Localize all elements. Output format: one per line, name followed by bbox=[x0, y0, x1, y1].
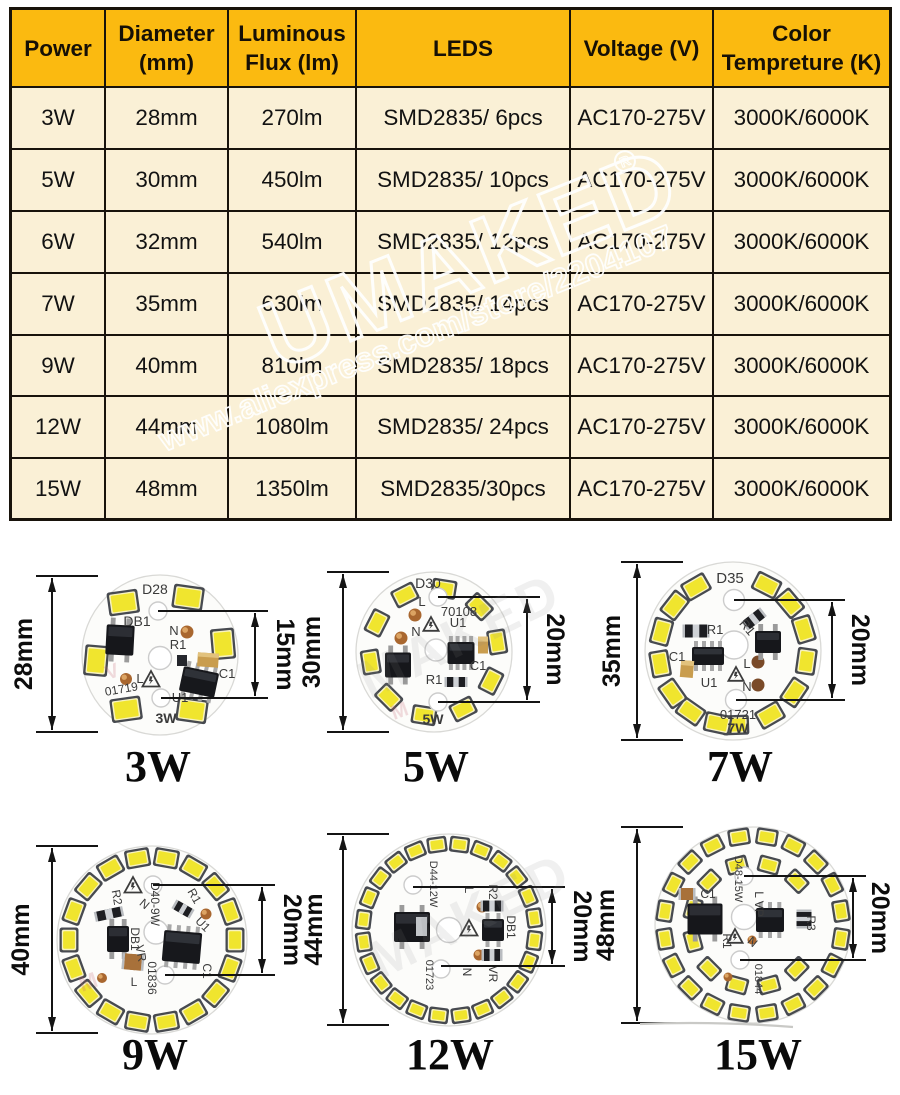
svg-text:D44-12W: D44-12W bbox=[427, 861, 439, 908]
svg-text:9W: 9W bbox=[122, 1030, 188, 1079]
svg-text:70108: 70108 bbox=[441, 604, 477, 619]
svg-text:R2: R2 bbox=[486, 884, 500, 900]
svg-text:U1: U1 bbox=[701, 675, 718, 690]
svg-text:VR: VR bbox=[486, 966, 500, 983]
svg-text:L: L bbox=[131, 975, 138, 989]
svg-text:20mm: 20mm bbox=[866, 882, 894, 954]
svg-text:L: L bbox=[743, 656, 750, 671]
svg-text:5W: 5W bbox=[403, 742, 469, 791]
svg-text:C1: C1 bbox=[200, 963, 214, 979]
svg-text:20mm: 20mm bbox=[568, 890, 596, 962]
svg-text:01844: 01844 bbox=[752, 964, 764, 995]
svg-text:15W: 15W bbox=[714, 1030, 802, 1079]
svg-text:R1: R1 bbox=[185, 886, 205, 907]
svg-text:7W: 7W bbox=[728, 720, 750, 736]
svg-text:R1: R1 bbox=[426, 672, 443, 687]
svg-text:01723: 01723 bbox=[423, 960, 435, 991]
svg-text:N: N bbox=[169, 623, 178, 638]
svg-text:D35: D35 bbox=[716, 570, 744, 587]
svg-text:01721: 01721 bbox=[720, 707, 756, 722]
svg-text:D30: D30 bbox=[415, 575, 441, 591]
svg-text:R1: R1 bbox=[707, 622, 724, 637]
svg-text:DB1: DB1 bbox=[128, 927, 142, 951]
svg-text:C1: C1 bbox=[700, 887, 716, 901]
svg-text:40mm: 40mm bbox=[7, 903, 35, 975]
svg-text:N: N bbox=[742, 679, 751, 694]
svg-text:DB1: DB1 bbox=[123, 613, 150, 629]
svg-text:N: N bbox=[411, 624, 420, 639]
svg-text:R2: R2 bbox=[109, 889, 126, 907]
svg-text:12W: 12W bbox=[406, 1030, 494, 1079]
svg-text:D28: D28 bbox=[142, 581, 168, 597]
svg-text:20mm: 20mm bbox=[846, 614, 874, 686]
svg-text:D40-9W: D40-9W bbox=[148, 882, 162, 927]
svg-text:L: L bbox=[462, 887, 476, 894]
svg-text:5W: 5W bbox=[423, 711, 445, 727]
svg-text:3W: 3W bbox=[125, 742, 191, 791]
svg-text:15mm: 15mm bbox=[271, 618, 299, 690]
svg-text:3W: 3W bbox=[156, 710, 178, 726]
svg-text:L: L bbox=[418, 594, 425, 609]
svg-text:44mm: 44mm bbox=[300, 893, 328, 965]
svg-text:C1: C1 bbox=[669, 649, 686, 664]
svg-text:M: M bbox=[388, 698, 411, 724]
svg-text:28mm: 28mm bbox=[10, 618, 38, 690]
svg-text:U1: U1 bbox=[450, 615, 467, 630]
svg-text:C1: C1 bbox=[219, 666, 236, 681]
svg-text:20mm: 20mm bbox=[278, 894, 306, 966]
svg-text:L: L bbox=[136, 671, 143, 686]
svg-text:20mm: 20mm bbox=[541, 613, 569, 685]
svg-text:N: N bbox=[460, 968, 474, 977]
svg-text:C1: C1 bbox=[470, 658, 487, 673]
svg-text:R1: R1 bbox=[720, 933, 734, 949]
svg-text:35mm: 35mm bbox=[598, 615, 626, 687]
svg-text:48mm: 48mm bbox=[592, 889, 620, 961]
svg-text:01836: 01836 bbox=[145, 961, 159, 995]
svg-text:DB1: DB1 bbox=[504, 915, 518, 939]
svg-text:01719: 01719 bbox=[104, 679, 140, 699]
svg-text:R1: R1 bbox=[170, 637, 187, 652]
svg-text:L VP: L VP bbox=[752, 891, 766, 917]
svg-text:7W: 7W bbox=[707, 742, 773, 791]
svg-text:R3: R3 bbox=[804, 915, 818, 931]
svg-text:30mm: 30mm bbox=[298, 616, 326, 688]
svg-text:VR: VR bbox=[133, 944, 150, 963]
svg-text:D48-15W: D48-15W bbox=[732, 856, 744, 903]
